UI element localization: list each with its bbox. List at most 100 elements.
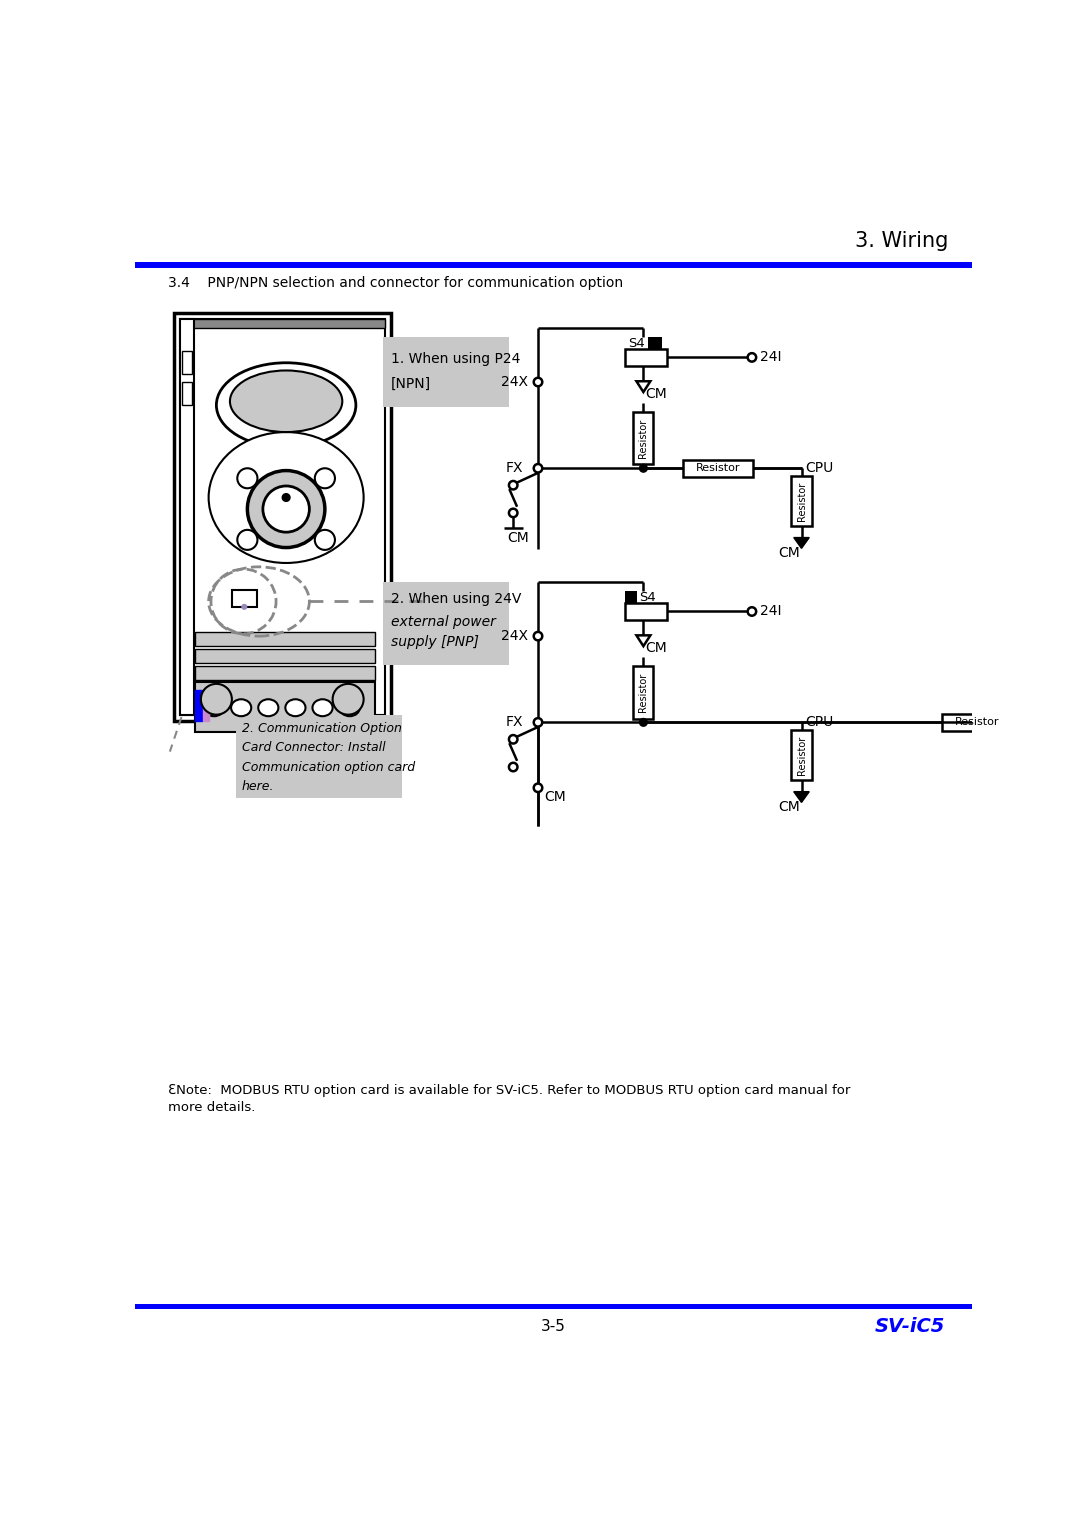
Circle shape (262, 486, 309, 532)
Circle shape (639, 465, 647, 472)
Text: 1. When using P24: 1. When using P24 (391, 351, 521, 365)
Ellipse shape (285, 700, 306, 717)
Circle shape (314, 530, 335, 550)
Text: CM: CM (779, 801, 800, 814)
Text: CPU: CPU (806, 715, 834, 729)
Circle shape (509, 481, 517, 489)
Bar (181, 351, 192, 374)
Circle shape (282, 494, 291, 501)
Circle shape (242, 605, 246, 610)
Text: CM: CM (507, 530, 529, 544)
Circle shape (534, 633, 542, 640)
Text: 24I: 24I (759, 605, 781, 619)
Bar (625, 591, 637, 604)
Bar (180, 319, 194, 715)
Circle shape (333, 685, 364, 715)
Text: 24X: 24X (501, 374, 528, 390)
Circle shape (509, 735, 517, 744)
Bar (683, 460, 753, 477)
Bar (135, 1303, 972, 1309)
Text: CPU: CPU (806, 461, 834, 475)
Bar (792, 730, 811, 781)
Text: Resistor: Resistor (797, 481, 807, 521)
Bar (181, 382, 192, 405)
Ellipse shape (230, 370, 342, 432)
Text: 3-5: 3-5 (541, 1319, 566, 1334)
Circle shape (639, 718, 647, 726)
Ellipse shape (258, 700, 279, 717)
Polygon shape (794, 792, 809, 802)
Circle shape (201, 685, 232, 715)
Bar (383, 338, 509, 406)
Text: FX: FX (505, 461, 523, 475)
Text: S4: S4 (638, 591, 656, 604)
Circle shape (534, 784, 542, 792)
Bar (625, 604, 667, 620)
Circle shape (509, 509, 517, 516)
Bar (633, 413, 653, 465)
Bar (232, 590, 257, 607)
Bar (383, 582, 509, 665)
Text: Resistor: Resistor (638, 419, 648, 458)
Text: 3.4    PNP/NPN selection and connector for communication option: 3.4 PNP/NPN selection and connector for … (167, 277, 623, 290)
Text: Communication option card: Communication option card (242, 761, 415, 773)
Text: FX: FX (505, 715, 523, 729)
Bar (195, 649, 375, 663)
Bar (180, 319, 384, 329)
Circle shape (247, 471, 325, 547)
Bar (195, 683, 375, 732)
Text: Resistor: Resistor (696, 463, 740, 474)
Text: 24X: 24X (501, 630, 528, 643)
Text: ℇNote:  MODBUS RTU option card is available for SV-iC5. Refer to MODBUS RTU opti: ℇNote: MODBUS RTU option card is availab… (167, 1085, 850, 1097)
Text: [NPN]: [NPN] (391, 376, 431, 391)
Circle shape (534, 718, 542, 727)
Ellipse shape (216, 362, 356, 448)
Text: CM: CM (544, 790, 566, 804)
Circle shape (509, 762, 517, 772)
Circle shape (238, 468, 257, 489)
Text: Resistor: Resistor (638, 672, 648, 712)
Circle shape (534, 377, 542, 387)
Text: Resistor: Resistor (797, 735, 807, 775)
Circle shape (534, 465, 542, 472)
Text: external power: external power (391, 616, 496, 630)
Text: S4: S4 (627, 338, 645, 350)
Ellipse shape (339, 700, 360, 717)
Polygon shape (794, 538, 809, 549)
Text: more details.: more details. (167, 1102, 255, 1114)
Text: CM: CM (779, 545, 800, 559)
Polygon shape (636, 382, 650, 393)
Bar (203, 691, 210, 721)
Bar (648, 338, 662, 348)
Circle shape (747, 353, 756, 362)
Text: Card Connector: Install: Card Connector: Install (242, 741, 386, 755)
Bar (180, 319, 384, 715)
Text: here.: here. (242, 779, 274, 793)
Ellipse shape (204, 700, 225, 717)
Bar (195, 666, 375, 680)
Bar (792, 475, 811, 526)
Polygon shape (636, 636, 650, 646)
Text: SV-iC5: SV-iC5 (875, 1317, 945, 1337)
Bar (195, 691, 202, 721)
Text: CM: CM (646, 640, 667, 654)
Ellipse shape (231, 700, 252, 717)
Bar (195, 633, 375, 646)
Text: 2. Communication Option: 2. Communication Option (242, 723, 402, 735)
Circle shape (747, 607, 756, 616)
Bar (633, 666, 653, 718)
Text: Resistor: Resistor (955, 717, 999, 727)
Text: 3. Wiring: 3. Wiring (855, 231, 948, 251)
Bar (174, 313, 391, 721)
Ellipse shape (208, 432, 364, 562)
Bar (235, 715, 403, 798)
Text: 2. When using 24V: 2. When using 24V (391, 593, 522, 607)
Bar (942, 714, 1012, 730)
Bar (135, 261, 972, 267)
Text: CM: CM (646, 387, 667, 400)
Circle shape (314, 468, 335, 489)
Text: 24I: 24I (759, 350, 781, 364)
Circle shape (238, 530, 257, 550)
Ellipse shape (312, 700, 333, 717)
Bar (625, 348, 667, 365)
